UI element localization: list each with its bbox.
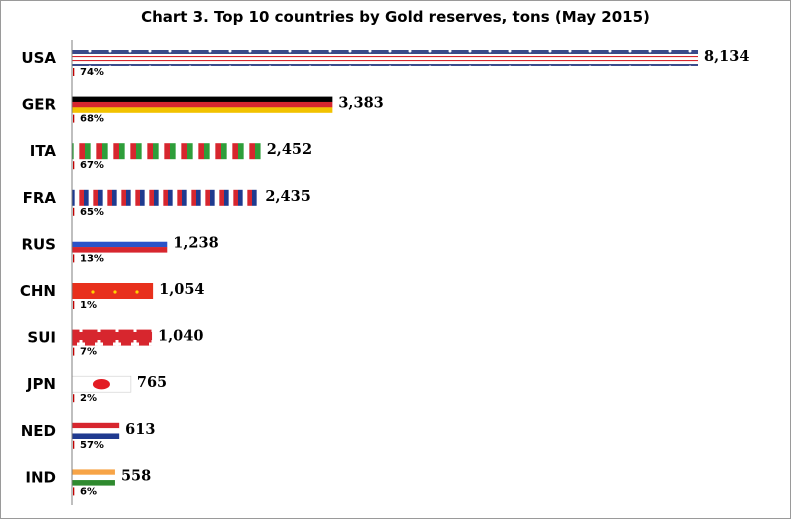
value-label: 2,435 xyxy=(265,188,310,205)
bar-usa xyxy=(72,50,698,66)
share-label: 1% xyxy=(80,300,97,311)
category-label: GER xyxy=(22,96,57,114)
share-label: 13% xyxy=(80,253,104,264)
share-marker xyxy=(73,440,75,449)
share-marker xyxy=(73,487,75,496)
share-label: 6% xyxy=(80,486,97,497)
value-label: 8,134 xyxy=(704,48,749,65)
share-label: 2% xyxy=(80,393,97,404)
share-marker xyxy=(73,68,75,76)
share-label: 65% xyxy=(80,207,104,218)
value-label: 1,054 xyxy=(159,281,204,298)
share-marker xyxy=(73,254,75,263)
category-label: USA xyxy=(21,49,56,67)
bar-jpn xyxy=(71,375,132,393)
value-label: 1,040 xyxy=(158,328,203,345)
category-label: RUS xyxy=(21,235,56,253)
bar-ger xyxy=(72,96,333,113)
share-label: 68% xyxy=(80,114,104,125)
value-label: 1,238 xyxy=(173,234,218,251)
bar-rus xyxy=(72,236,168,253)
share-label: 57% xyxy=(80,440,104,451)
value-label: 558 xyxy=(121,467,151,484)
category-label: NED xyxy=(21,422,56,440)
category-label: IND xyxy=(25,468,56,486)
value-label: 3,383 xyxy=(338,95,383,112)
bar-ita xyxy=(72,143,261,160)
share-marker xyxy=(73,161,75,170)
bar-fra xyxy=(72,189,260,206)
category-label: FRA xyxy=(23,189,57,207)
category-label: CHN xyxy=(20,282,56,300)
share-label: 67% xyxy=(80,160,104,171)
share-marker xyxy=(73,347,75,356)
share-marker xyxy=(73,207,75,216)
share-marker xyxy=(73,114,75,123)
share-label: 74% xyxy=(80,67,104,78)
value-label: 613 xyxy=(125,421,155,438)
category-label: ITA xyxy=(30,142,57,160)
share-marker xyxy=(73,394,75,403)
category-label: SUI xyxy=(27,329,56,347)
bar-sui xyxy=(72,329,153,346)
value-label: 765 xyxy=(137,374,167,391)
bar-chn xyxy=(72,283,154,299)
category-label: JPN xyxy=(26,375,56,393)
share-label: 7% xyxy=(80,347,97,358)
share-marker xyxy=(73,301,75,309)
chart-title: Chart 3. Top 10 countries by Gold reserv… xyxy=(141,8,650,26)
bar-ned xyxy=(72,422,120,439)
value-label: 2,452 xyxy=(267,141,312,158)
bar-ind xyxy=(72,469,115,486)
